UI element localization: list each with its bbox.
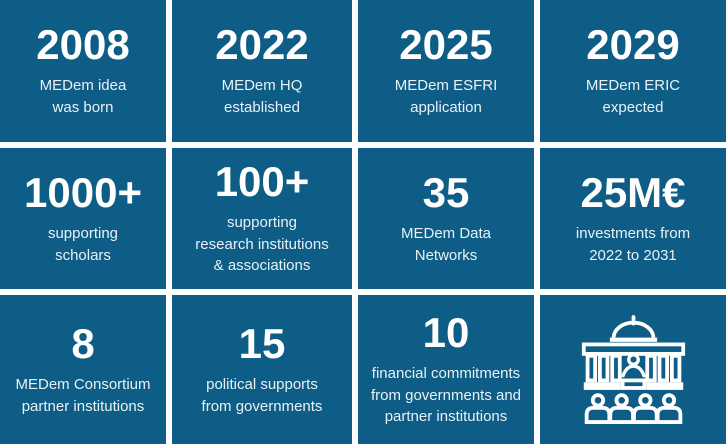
tile-15-political-supports: 15 political supports from governments <box>172 295 352 444</box>
tile-10-financial-commitments: 10 financial commitments from government… <box>358 295 534 444</box>
dome <box>611 320 655 338</box>
stat-value: 2029 <box>586 21 680 69</box>
column <box>669 353 681 382</box>
column <box>609 353 622 382</box>
tile-2025-esfri: 2025 MEDem ESFRI application <box>358 0 534 142</box>
tile-8-consortium: 8 MEDem Consortium partner institutions <box>0 295 166 444</box>
audience-head <box>590 392 605 407</box>
tile-35-data-networks: 35 MEDem Data Networks <box>358 148 534 289</box>
stat-label: MEDem Data Networks <box>400 224 492 264</box>
column <box>585 353 597 382</box>
stat-value: 2008 <box>36 21 130 69</box>
audience-head <box>661 392 676 407</box>
podium <box>620 378 646 390</box>
tile-25m-investments: 25M€ investments from 2022 to 2031 <box>540 148 726 289</box>
audience-head <box>637 392 652 407</box>
column <box>644 353 657 382</box>
stat-label: supporting research institutions & assoc… <box>195 213 329 275</box>
stat-value: 100+ <box>214 157 310 205</box>
audience-body <box>607 405 635 424</box>
tile-2029-eric: 2029 MEDem ERIC expected <box>540 0 726 142</box>
base-right <box>645 381 683 390</box>
stat-value: 2022 <box>215 21 309 69</box>
speaker-arms <box>620 364 646 377</box>
stat-value: 8 <box>71 319 95 367</box>
stat-label: political supports from governments <box>201 375 323 415</box>
audience-body <box>584 405 611 424</box>
parliament-speaker-audience-icon <box>581 314 685 424</box>
stat-label: financial commitments from governments a… <box>370 364 522 426</box>
audience-body <box>631 405 659 424</box>
stat-label: supporting scholars <box>47 224 119 264</box>
column <box>597 353 609 382</box>
tile-2008-idea: 2008 MEDem idea was born <box>0 0 166 142</box>
tile-100-institutions: 100+ supporting research institutions & … <box>172 148 352 289</box>
stat-label: MEDem idea was born <box>39 77 127 117</box>
stat-label: MEDem HQ established <box>221 77 303 117</box>
audience-head <box>614 392 629 407</box>
tile-2022-hq: 2022 MEDem HQ established <box>172 0 352 142</box>
stat-value: 25M€ <box>580 168 686 216</box>
stat-value: 35 <box>422 168 470 216</box>
tile-1000-scholars: 1000+ supporting scholars <box>0 148 166 289</box>
base-left <box>583 381 621 390</box>
stat-value: 2025 <box>399 21 493 69</box>
audience-body <box>655 405 682 424</box>
stat-value: 15 <box>238 319 286 367</box>
stat-value: 1000+ <box>24 168 142 216</box>
column <box>657 353 669 382</box>
stat-label: MEDem ESFRI application <box>394 77 498 117</box>
stat-value: 10 <box>422 308 470 356</box>
entablature <box>581 342 685 356</box>
speaker-head <box>626 352 640 366</box>
tile-parliament-illustration <box>540 295 726 444</box>
stat-label: MEDem Consortium partner institutions <box>15 375 151 415</box>
stat-label: MEDem ERIC expected <box>585 77 681 117</box>
stat-label: investments from 2022 to 2031 <box>575 224 691 264</box>
